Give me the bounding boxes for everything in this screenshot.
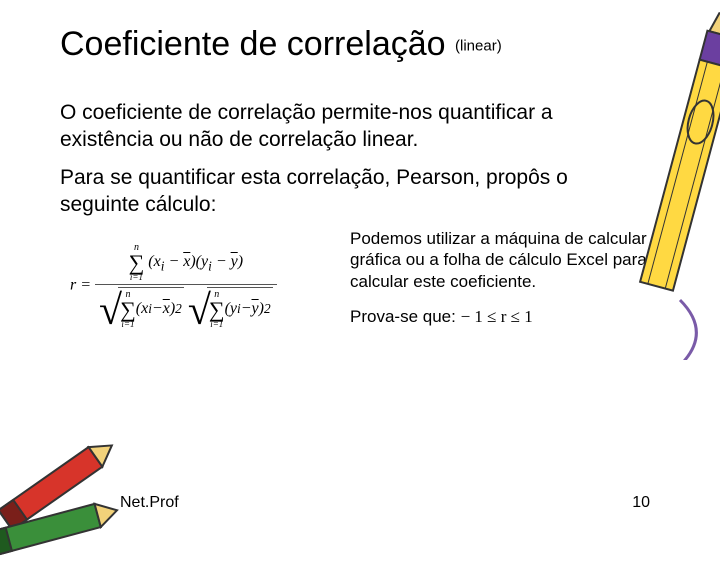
slide-title: Coeficiente de correlação (linear) — [60, 25, 650, 64]
crayon-right-icon — [630, 0, 720, 360]
proof-prefix: Prova-se que: — [350, 307, 461, 326]
pearson-formula: r = n∑i=1 (xi − x)(yi − y) √ n∑i=1 (xi −… — [60, 228, 340, 329]
proof-line: Prova-se que: − 1 ≤ r ≤ 1 — [350, 306, 650, 327]
paragraph-1: O coeficiente de correlação permite-nos … — [60, 99, 650, 154]
title-text: Coeficiente de correlação — [60, 25, 446, 63]
proof-expression: − 1 ≤ r ≤ 1 — [461, 307, 533, 326]
paragraph-2: Para se quantificar esta correlação, Pea… — [60, 164, 650, 219]
title-subscript: (linear) — [455, 38, 502, 55]
crayon-left-icon — [0, 420, 140, 570]
side-note: Podemos utilizar a máquina de calcular g… — [350, 228, 650, 292]
side-note-block: Podemos utilizar a máquina de calcular g… — [340, 228, 650, 327]
page-number: 10 — [632, 494, 650, 512]
